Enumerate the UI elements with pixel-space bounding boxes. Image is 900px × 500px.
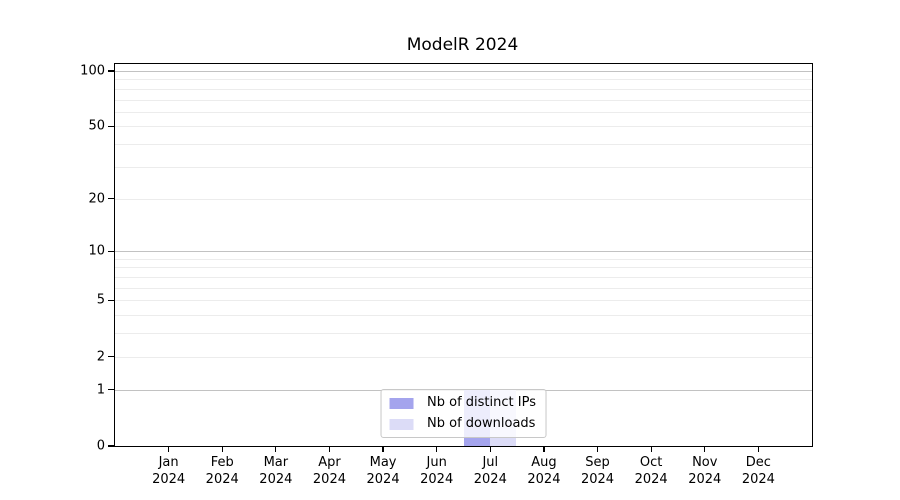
x-tick-label: Apr 2024 bbox=[312, 455, 346, 487]
y-minor-gridline bbox=[115, 277, 812, 278]
axes-ticks-layer: 0 1 2 5 10 20 50 100 Jan 2024 Feb 2024 Mar 2024 Apr 202… bbox=[80, 64, 812, 487]
x-tick-mark bbox=[328, 446, 331, 452]
x-tick-label: Jan 2024 bbox=[152, 455, 186, 487]
x-tick-mark bbox=[543, 446, 545, 452]
legend-label-downloads: Nb of downloads bbox=[427, 416, 536, 431]
y-minor-gridline bbox=[115, 258, 812, 260]
y-minor-gridline bbox=[115, 267, 812, 269]
x-tick-label: Dec 2024 bbox=[741, 455, 775, 487]
x-tick-label: Feb 2024 bbox=[205, 455, 239, 487]
x-tick-label: Sep 2024 bbox=[580, 455, 615, 487]
y-minor-gridline bbox=[115, 287, 812, 289]
y-minor-gridline bbox=[115, 166, 812, 168]
y-tick-label: 20 bbox=[88, 191, 105, 207]
x-tick-label: Oct 2024 bbox=[634, 455, 668, 487]
x-tick-mark bbox=[650, 446, 652, 452]
chart-title: ModelR 2024 bbox=[406, 35, 519, 55]
y-tick-mark bbox=[107, 70, 114, 72]
y-tick-mark bbox=[107, 356, 114, 358]
x-tick-mark bbox=[168, 446, 170, 452]
y-minor-gridline bbox=[115, 111, 812, 113]
y-tick-mark bbox=[107, 125, 114, 128]
y-tick-label: 5 bbox=[96, 292, 105, 308]
y-tick-mark bbox=[107, 250, 114, 252]
y-tick-label: 0 bbox=[96, 438, 105, 454]
y-tick-label: 10 bbox=[88, 243, 105, 259]
x-tick-mark bbox=[275, 446, 277, 452]
plot-area: 0 1 2 5 10 20 50 100 Jan 2024 Feb 2024 Mar 2024 Apr 202… bbox=[80, 63, 813, 487]
x-tick-mark bbox=[704, 446, 706, 452]
y-major-gridline bbox=[115, 70, 812, 72]
x-tick-mark bbox=[221, 446, 223, 452]
legend: Nb of distinct IPs Nb of downloads bbox=[380, 389, 547, 438]
y-minor-gridline bbox=[115, 356, 812, 358]
y-minor-gridline bbox=[115, 88, 812, 90]
x-tick-mark bbox=[596, 446, 599, 452]
y-tick-label: 1 bbox=[96, 382, 105, 398]
y-minor-gridline bbox=[115, 198, 812, 200]
legend-label-distinct-ips: Nb of distinct IPs bbox=[427, 395, 536, 410]
x-tick-mark bbox=[436, 446, 438, 452]
x-tick-label: Jul 2024 bbox=[473, 455, 507, 487]
legend-swatch-downloads bbox=[389, 418, 414, 430]
y-minor-gridline bbox=[115, 315, 812, 317]
x-tick-label: Aug 2024 bbox=[527, 455, 561, 487]
x-tick-label: May 2024 bbox=[366, 455, 400, 487]
y-minor-gridline bbox=[115, 333, 812, 335]
legend-swatch-distinct-ips bbox=[389, 397, 414, 409]
y-tick-label: 50 bbox=[88, 118, 105, 134]
x-tick-label: Jun 2024 bbox=[420, 455, 454, 487]
y-tick-mark bbox=[107, 299, 114, 301]
x-tick-mark bbox=[757, 446, 759, 452]
legend-item-downloads: Nb of downloads bbox=[389, 417, 536, 431]
y-major-gridline bbox=[115, 251, 812, 253]
x-tick-mark bbox=[382, 446, 384, 452]
y-tick-label: 100 bbox=[80, 63, 105, 79]
y-tick-label: 2 bbox=[96, 349, 105, 365]
y-minor-gridline bbox=[115, 126, 812, 128]
y-tick-mark bbox=[107, 445, 114, 447]
x-tick-mark bbox=[489, 446, 491, 452]
x-tick-label: Nov 2024 bbox=[688, 455, 722, 487]
y-tick-mark bbox=[107, 197, 114, 200]
x-tick-label: Mar 2024 bbox=[259, 455, 293, 487]
y-minor-gridline bbox=[115, 300, 812, 302]
y-tick-mark bbox=[107, 389, 114, 391]
y-minor-gridline bbox=[115, 79, 812, 81]
y-minor-gridline bbox=[115, 99, 812, 101]
legend-item-distinct-ips: Nb of distinct IPs bbox=[389, 396, 536, 410]
y-minor-gridline bbox=[115, 144, 812, 146]
